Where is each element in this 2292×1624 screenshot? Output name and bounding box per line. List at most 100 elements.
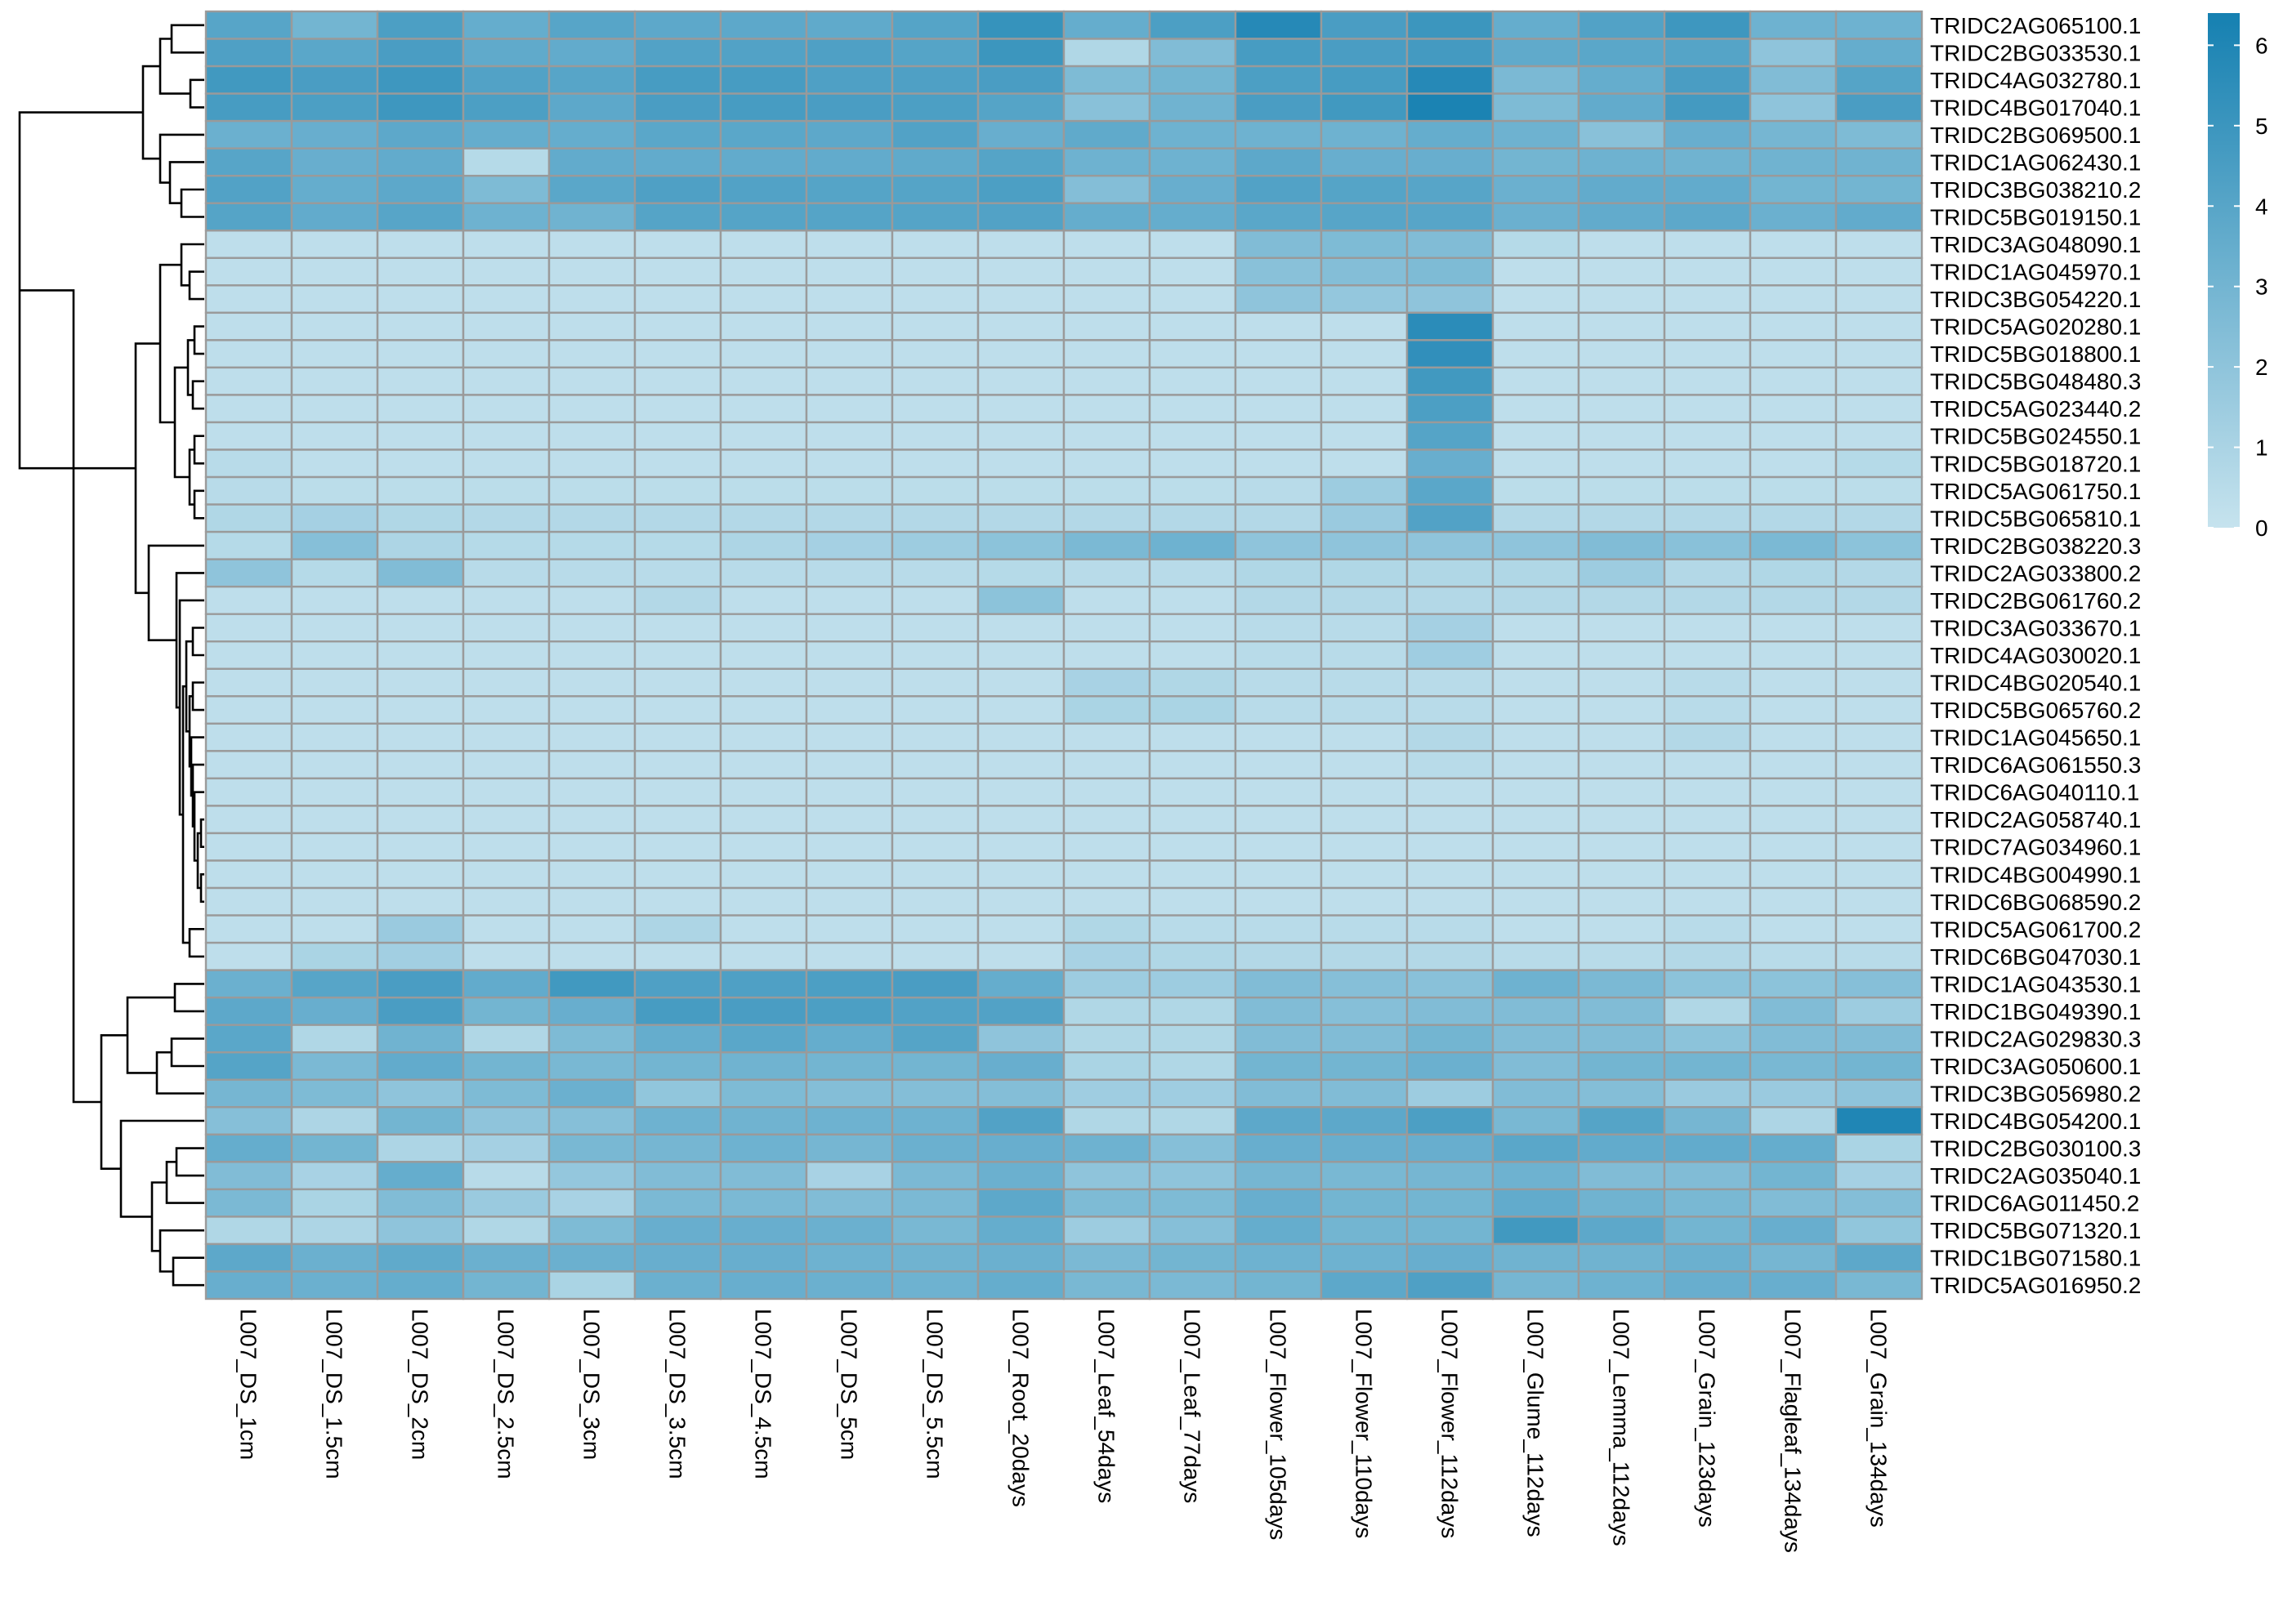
heatmap-cell xyxy=(204,147,293,177)
heatmap-cell xyxy=(462,65,551,95)
heatmap-cell xyxy=(1148,10,1237,40)
heatmap-cell xyxy=(204,65,293,95)
heatmap-cell xyxy=(376,366,465,396)
heatmap-cell xyxy=(1234,65,1323,95)
heatmap-cell xyxy=(204,640,293,670)
heatmap-cell xyxy=(1148,558,1237,588)
heatmap-cell xyxy=(976,832,1066,862)
heatmap-cell xyxy=(290,174,379,204)
heatmap-cell xyxy=(290,750,379,780)
heatmap-cell xyxy=(891,38,980,68)
heatmap-cell xyxy=(1834,448,1923,479)
heatmap-cell xyxy=(1491,10,1580,40)
heatmap-cell xyxy=(290,1216,379,1246)
heatmap-cell xyxy=(547,722,637,752)
heatmap-cell xyxy=(1834,667,1923,698)
row-label: TRIDC3BG054220.1 xyxy=(1930,287,2141,312)
heatmap-cell xyxy=(1491,1133,1580,1163)
heatmap-cell xyxy=(204,1243,293,1273)
heatmap-cell xyxy=(462,1133,551,1163)
row-label: TRIDC5BG071320.1 xyxy=(1930,1218,2141,1243)
heatmap-cell xyxy=(1320,832,1409,862)
row-label: TRIDC1BG049390.1 xyxy=(1930,999,2141,1024)
heatmap-cell xyxy=(1062,448,1151,479)
heatmap-cell xyxy=(290,202,379,232)
heatmap-cell xyxy=(1749,503,1838,533)
heatmap-cell xyxy=(633,805,722,835)
heatmap-cell xyxy=(891,65,980,95)
heatmap-cell xyxy=(204,558,293,588)
heatmap-cell xyxy=(1320,503,1409,533)
heatmap-cell xyxy=(1663,1270,1752,1301)
heatmap-cell xyxy=(976,230,1066,259)
heatmap-cell xyxy=(290,448,379,479)
heatmap-cell xyxy=(547,585,637,615)
heatmap-cell xyxy=(547,65,637,95)
heatmap-cell xyxy=(976,777,1066,807)
heatmap-cell xyxy=(376,394,465,424)
heatmap-cell xyxy=(1577,722,1666,752)
heatmap-cell xyxy=(1834,10,1923,40)
heatmap-cell xyxy=(1405,530,1494,560)
heatmap-cell xyxy=(290,585,379,615)
heatmap-cell xyxy=(633,1216,722,1246)
heatmap-cell xyxy=(1062,777,1151,807)
heatmap-cell xyxy=(1148,969,1237,999)
heatmap-cell xyxy=(1491,339,1580,369)
row-label: TRIDC4BG054200.1 xyxy=(1930,1109,2141,1134)
heatmap-cell xyxy=(1577,1243,1666,1273)
heatmap-cell xyxy=(976,1106,1066,1136)
heatmap-cell xyxy=(976,750,1066,780)
heatmap-cell xyxy=(1577,886,1666,917)
heatmap-cell xyxy=(805,311,894,341)
heatmap-cell xyxy=(633,394,722,424)
heatmap-cell xyxy=(1577,1106,1666,1136)
heatmap-cell xyxy=(547,10,637,40)
heatmap-cell xyxy=(1577,832,1666,862)
heatmap-cell xyxy=(1834,941,1923,971)
heatmap-cell xyxy=(1234,914,1323,944)
heatmap-cell xyxy=(976,202,1066,232)
heatmap-cell xyxy=(1577,448,1666,479)
heatmap-cell xyxy=(633,1133,722,1163)
heatmap-cell xyxy=(633,1243,722,1273)
heatmap-cell xyxy=(719,613,808,643)
heatmap-cell xyxy=(204,394,293,424)
heatmap-cell xyxy=(633,969,722,999)
heatmap-cell xyxy=(1663,311,1752,341)
heatmap-cell xyxy=(290,1133,379,1163)
heatmap-cell xyxy=(1663,941,1752,971)
heatmap-cell xyxy=(1062,695,1151,725)
heatmap-cell xyxy=(719,805,808,835)
heatmap-cell xyxy=(1491,366,1580,396)
column-label: L007_Flagleaf_134days xyxy=(1780,1309,1806,1553)
heatmap-cell xyxy=(290,530,379,560)
heatmap-cell xyxy=(719,1024,808,1054)
heatmap-cell xyxy=(1148,859,1237,890)
column-label: L007_DS_1.5cm xyxy=(322,1309,347,1479)
heatmap-cell xyxy=(376,10,465,40)
heatmap-cell xyxy=(1234,667,1323,698)
heatmap-cell xyxy=(290,695,379,725)
heatmap-cell xyxy=(1491,1078,1580,1109)
row-label: TRIDC2AG058740.1 xyxy=(1930,807,2141,832)
heatmap-cell xyxy=(462,230,551,259)
heatmap-cell xyxy=(976,996,1066,1026)
heatmap-cell xyxy=(1062,1216,1151,1246)
heatmap-cell xyxy=(204,339,293,369)
heatmap-cell xyxy=(719,366,808,396)
heatmap-cell xyxy=(1834,394,1923,424)
colorbar-tick-label: 1 xyxy=(2255,435,2268,461)
heatmap-cell xyxy=(204,805,293,835)
heatmap-cell xyxy=(1320,1106,1409,1136)
heatmap-cell xyxy=(633,10,722,40)
heatmap-cell xyxy=(462,339,551,369)
heatmap-cell xyxy=(462,695,551,725)
heatmap-cell xyxy=(1234,695,1323,725)
heatmap-cell xyxy=(1577,1161,1666,1191)
heatmap-cell xyxy=(290,503,379,533)
heatmap-cell xyxy=(290,558,379,588)
heatmap-cell xyxy=(1491,202,1580,232)
row-label: TRIDC2BG038220.3 xyxy=(1930,533,2141,559)
heatmap-cell xyxy=(1749,475,1838,506)
